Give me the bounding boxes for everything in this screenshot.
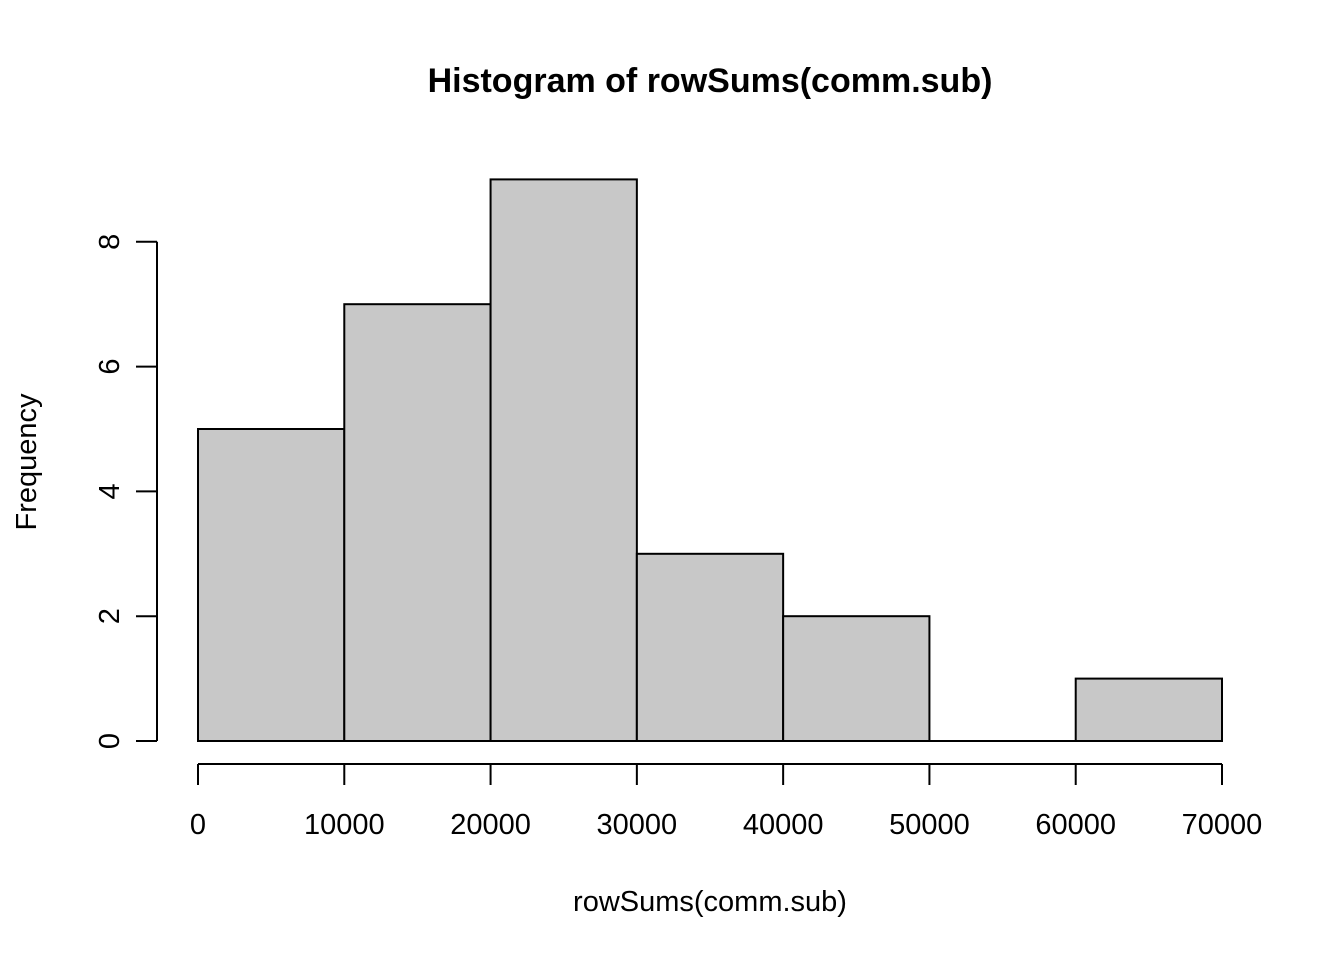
x-axis: 0 10000 20000 30000 40000 50000 60000 70000 [190, 763, 1263, 841]
y-axis-label: Frequency [11, 393, 43, 531]
x-tick-label: 60000 [1035, 809, 1116, 841]
x-tick-label: 20000 [450, 809, 531, 841]
y-tick-label: 6 [94, 359, 126, 375]
histogram-bar [635, 552, 785, 742]
bars-layer [197, 178, 1223, 743]
x-axis-label: rowSums(comm.sub) [573, 886, 847, 918]
y-tick-label: 2 [94, 608, 126, 624]
x-tick-label: 50000 [889, 809, 970, 841]
y-tick-label: 4 [94, 483, 126, 499]
y-axis: 0 2 4 6 8 [94, 234, 158, 749]
x-tick-label: 30000 [597, 809, 678, 841]
x-tick-label: 0 [190, 809, 206, 841]
x-tick-label: 70000 [1182, 809, 1263, 841]
y-tick-label: 0 [94, 733, 126, 749]
histogram-bar [782, 615, 931, 743]
x-tick-label: 40000 [743, 809, 824, 841]
x-tick-label: 10000 [304, 809, 385, 841]
histogram-bar [343, 303, 492, 742]
histogram-bar [489, 178, 638, 742]
chart-title: Histogram of rowSums(comm.sub) [428, 62, 993, 100]
y-tick-label: 8 [94, 234, 126, 250]
histogram-bar [1074, 677, 1223, 742]
histogram-bar [197, 428, 346, 742]
